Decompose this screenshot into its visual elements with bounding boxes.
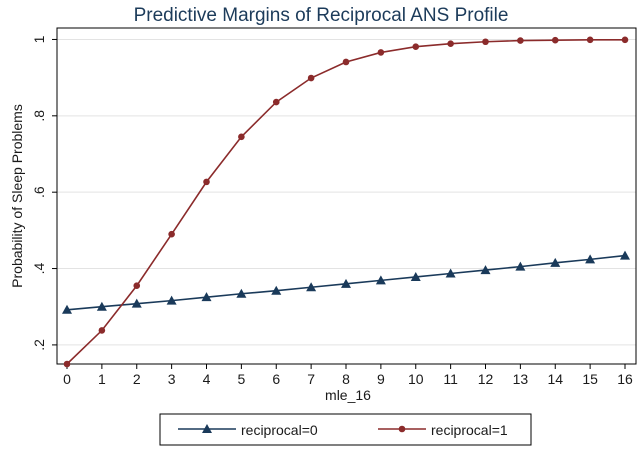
data-point-0 [515,261,526,271]
data-point-0 [271,285,282,295]
x-tick-label: 14 [547,371,563,387]
x-tick-label: 16 [617,371,633,387]
chart-title: Predictive Margins of Reciprocal ANS Pro… [134,5,509,26]
x-tick-label: 1 [98,371,106,387]
series-1 [63,36,629,368]
data-point-0 [341,278,351,288]
x-tick-label: 6 [272,371,280,387]
data-point-1 [238,133,245,141]
data-point-1 [412,43,420,51]
data-point-1 [482,38,489,46]
data-point-0 [550,257,561,267]
x-tick-label: 3 [168,371,176,387]
data-point-1 [621,36,629,44]
x-axis-label: mle_16 [325,387,371,403]
x-tick-label: 0 [63,371,71,387]
x-tick-label: 4 [203,371,211,387]
y-tick-label: 1 [31,35,47,43]
data-point-1 [586,36,594,44]
data-point-1 [63,360,71,368]
x-tick-label: 12 [478,371,494,387]
data-point-0 [236,288,247,298]
x-tick-label: 2 [133,371,141,387]
x-tick-label: 7 [307,371,315,387]
y-axis-label: Probability of Sleep Problems [9,104,25,288]
data-point-1 [272,98,280,106]
data-point-0 [96,301,107,311]
data-point-1 [98,327,106,334]
series-layer [62,36,630,368]
x-tick-label: 8 [342,371,350,387]
y-axis-ticks: .2 .4 .6 .8 1 [31,35,57,351]
data-point-0 [201,292,212,302]
data-point-0 [480,265,491,275]
data-point-1 [377,49,385,56]
data-point-0 [306,282,317,292]
data-point-1 [342,58,350,66]
legend: reciprocal=0 reciprocal=1 [159,413,532,446]
x-tick-label: 15 [582,371,598,387]
data-point-0 [62,304,72,314]
data-point-0 [375,275,386,285]
legend-label-reciprocal-0: reciprocal=0 [241,422,318,438]
data-point-1 [133,282,141,290]
legend-label-reciprocal-1: reciprocal=1 [431,422,508,438]
x-tick-label: 9 [377,371,385,387]
data-point-1 [517,37,524,44]
series-0 [62,250,630,314]
legend-marker-0 [202,424,212,433]
data-point-1 [551,36,559,44]
data-point-0 [585,254,596,264]
data-point-0 [445,268,456,278]
x-tick-label: 11 [443,371,458,387]
legend-items [178,424,426,433]
x-tick-label: 5 [237,371,245,387]
x-axis-ticks: 0 1 2 3 4 5 6 7 8 9 10 11 12 13 14 15 16 [63,364,633,387]
data-point-1 [447,40,454,47]
data-point-0 [166,295,177,305]
data-point-1 [168,230,175,238]
data-point-0 [620,250,630,260]
data-point-0 [410,271,421,281]
data-point-1 [307,74,315,82]
y-tick-label: .6 [31,186,47,198]
gridlines [57,38,636,346]
y-tick-label: .8 [31,110,47,122]
y-tick-label: .4 [31,262,47,274]
x-tick-label: 10 [408,371,424,387]
y-tick-label: .2 [31,339,47,351]
data-point-0 [131,298,142,308]
x-tick-label: 13 [513,371,529,387]
legend-marker-1 [398,425,406,433]
data-point-1 [203,178,210,186]
